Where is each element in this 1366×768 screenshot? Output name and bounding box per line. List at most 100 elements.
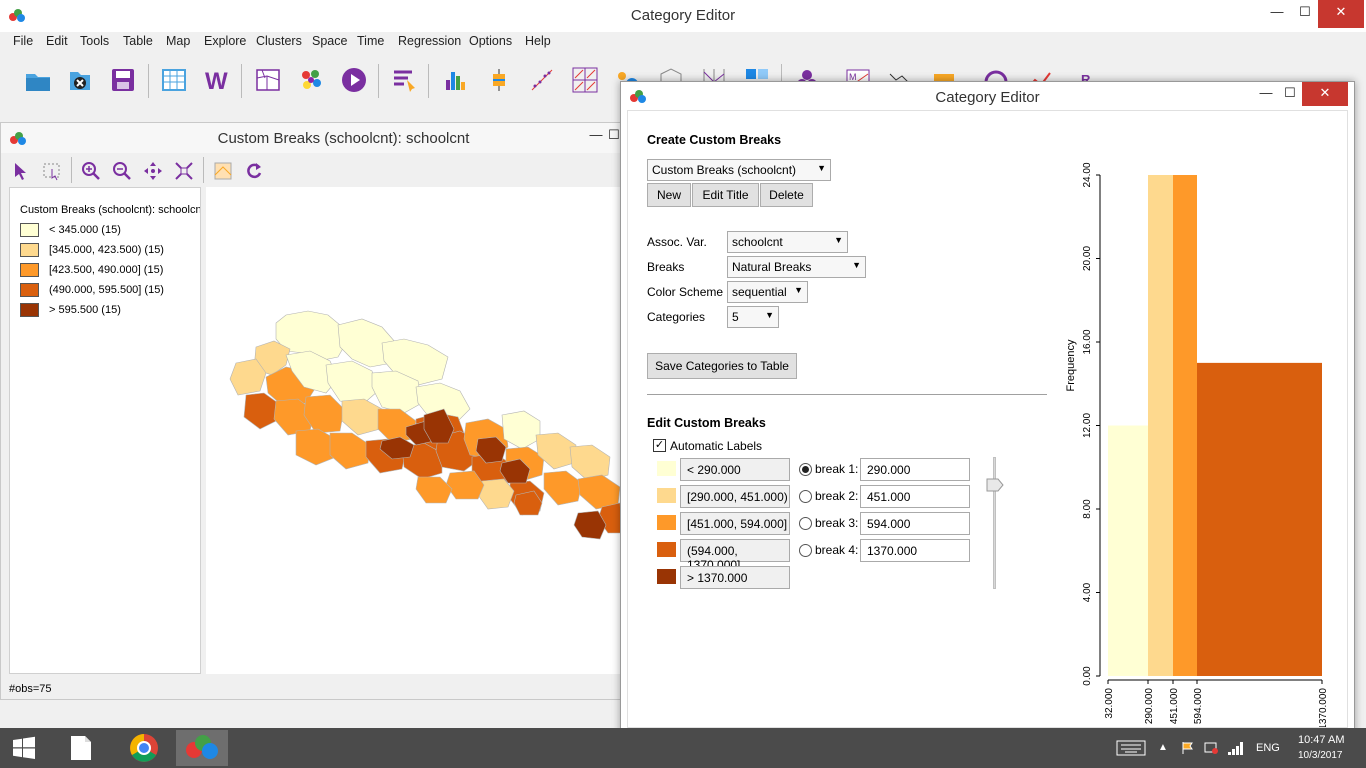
open-folder-icon[interactable] [24,66,52,94]
histogram-icon[interactable] [442,66,470,94]
map-minimize-button[interactable]: — [589,127,603,142]
close-project-icon[interactable] [66,66,94,94]
pan-icon[interactable] [143,161,163,181]
histogram-chart: 0.00 4.00 8.00 12.00 16.00 20.00 24.00 Frequenc… [1065,162,1329,727]
table-icon[interactable] [160,66,188,94]
menu-space[interactable]: Space [312,34,348,48]
file-explorer-icon[interactable] [58,730,102,766]
break-slider-track[interactable] [993,457,996,589]
category-swatch[interactable] [657,569,676,584]
map-shape-icon[interactable] [254,66,282,94]
break-3-input[interactable]: 594.000 [860,512,970,535]
break-slider-thumb[interactable] [986,478,1004,492]
clock-time[interactable]: 10:47 AM [1298,734,1345,746]
menu-tools[interactable]: Tools [80,34,110,48]
custom-breaks-select[interactable]: Custom Breaks (schoolcnt) ▼ [647,159,831,181]
category-label-field[interactable]: (594.000, 1370.000] [680,539,790,572]
menu-regression[interactable]: Regression [398,34,462,48]
edit-title-button[interactable]: Edit Title [692,183,759,207]
clock-date[interactable]: 10/3/2017 [1298,750,1343,761]
category-editor-icon[interactable] [391,66,419,94]
choropleth-map[interactable] [206,187,623,674]
weights-icon[interactable]: W [203,66,231,95]
break-2-input[interactable]: 451.000 [860,485,970,508]
dialog-minimize-button[interactable]: — [1259,85,1273,100]
keyboard-icon[interactable] [1116,740,1146,759]
map-maximize-button[interactable]: ☐ [608,127,620,142]
chrome-icon[interactable] [120,730,168,766]
x-tick-label: 594.000 [1193,688,1204,725]
chevron-down-icon: ▼ [834,235,843,245]
break-1-input[interactable]: 290.000 [860,458,970,481]
dialog-close-button[interactable]: ✕ [1302,82,1348,106]
automatic-labels-checkbox[interactable]: ✓ [653,439,666,452]
legend-swatch [20,223,39,237]
assoc-var-select[interactable]: schoolcnt ▼ [727,231,848,253]
histogram-bar[interactable] [1173,175,1197,676]
menu-table[interactable]: Table [123,34,153,48]
category-swatch[interactable] [657,461,676,476]
select-arrow-icon[interactable] [11,161,31,181]
breaks-label: Breaks [647,260,685,274]
menu-time[interactable]: Time [357,34,385,48]
save-icon[interactable] [109,66,137,94]
histogram-bar[interactable] [1148,175,1173,676]
minimize-button[interactable]: — [1270,4,1284,19]
menu-map[interactable]: Map [166,34,191,48]
close-button[interactable]: ✕ [1318,0,1364,28]
scatter-matrix-icon[interactable] [571,66,599,94]
category-swatch[interactable] [657,515,676,530]
cluster-dots-icon[interactable] [297,66,325,94]
category-swatch[interactable] [657,542,676,557]
windows-start-icon[interactable] [2,730,46,766]
map-region [379,436,415,460]
boxplot-icon[interactable] [485,66,513,94]
language-indicator[interactable]: ENG [1256,742,1280,754]
delete-button[interactable]: Delete [760,183,813,207]
menu-clusters[interactable]: Clusters [256,34,302,48]
main-titlebar: Category Editor — ☐ ✕ [0,0,1366,32]
dialog-maximize-button[interactable]: ☐ [1284,85,1296,100]
play-icon[interactable] [340,66,368,94]
maximize-button[interactable]: ☐ [1299,4,1311,19]
category-label-field[interactable]: [290.000, 451.000) [680,485,790,508]
break-4-radio[interactable] [799,544,812,557]
zoom-in-icon[interactable] [81,161,101,181]
geoda-app-icon [8,7,26,26]
chevron-down-icon: ▼ [765,310,774,320]
break-1-radio[interactable] [799,463,812,476]
regression-icon[interactable]: R [1077,66,1105,94]
menu-edit[interactable]: Edit [46,34,68,48]
new-button[interactable]: New [647,183,691,207]
volume-icon[interactable] [1226,740,1244,759]
chevron-down-icon: ▼ [817,163,826,173]
category-label-field[interactable]: > 1370.000 [680,566,790,589]
breaks-select[interactable]: Natural Breaks ▼ [727,256,866,278]
menu-help[interactable]: Help [525,34,551,48]
basemap-icon[interactable] [213,161,233,181]
action-center-icon[interactable] [1180,740,1196,759]
zoom-out-icon[interactable] [112,161,132,181]
choropleth-map-canvas[interactable] [206,187,623,674]
menu-options[interactable]: Options [469,34,513,48]
category-swatch[interactable] [657,488,676,503]
histogram-bar[interactable] [1108,425,1148,677]
break-2-radio[interactable] [799,490,812,503]
break-4-input[interactable]: 1370.000 [860,539,970,562]
menu-explore[interactable]: Explore [204,34,247,48]
scatterplot-icon[interactable] [528,66,556,94]
category-label-field[interactable]: < 290.000 [680,458,790,481]
refresh-icon[interactable] [244,161,264,181]
save-categories-button[interactable]: Save Categories to Table [647,353,797,379]
fit-to-window-icon[interactable] [174,161,194,181]
color-scheme-select[interactable]: sequential ▼ [727,281,808,303]
menu-file[interactable]: File [13,34,34,48]
show-hidden-icons[interactable]: ▲ [1158,742,1168,753]
categories-select[interactable]: 5 ▼ [727,306,779,328]
network-icon[interactable] [1203,740,1219,759]
histogram-bar[interactable] [1197,362,1322,676]
category-label-field[interactable]: [451.000, 594.000] [680,512,790,535]
break-3-radio[interactable] [799,517,812,530]
select-region-icon[interactable] [42,161,62,181]
geoda-icon[interactable] [176,730,228,766]
